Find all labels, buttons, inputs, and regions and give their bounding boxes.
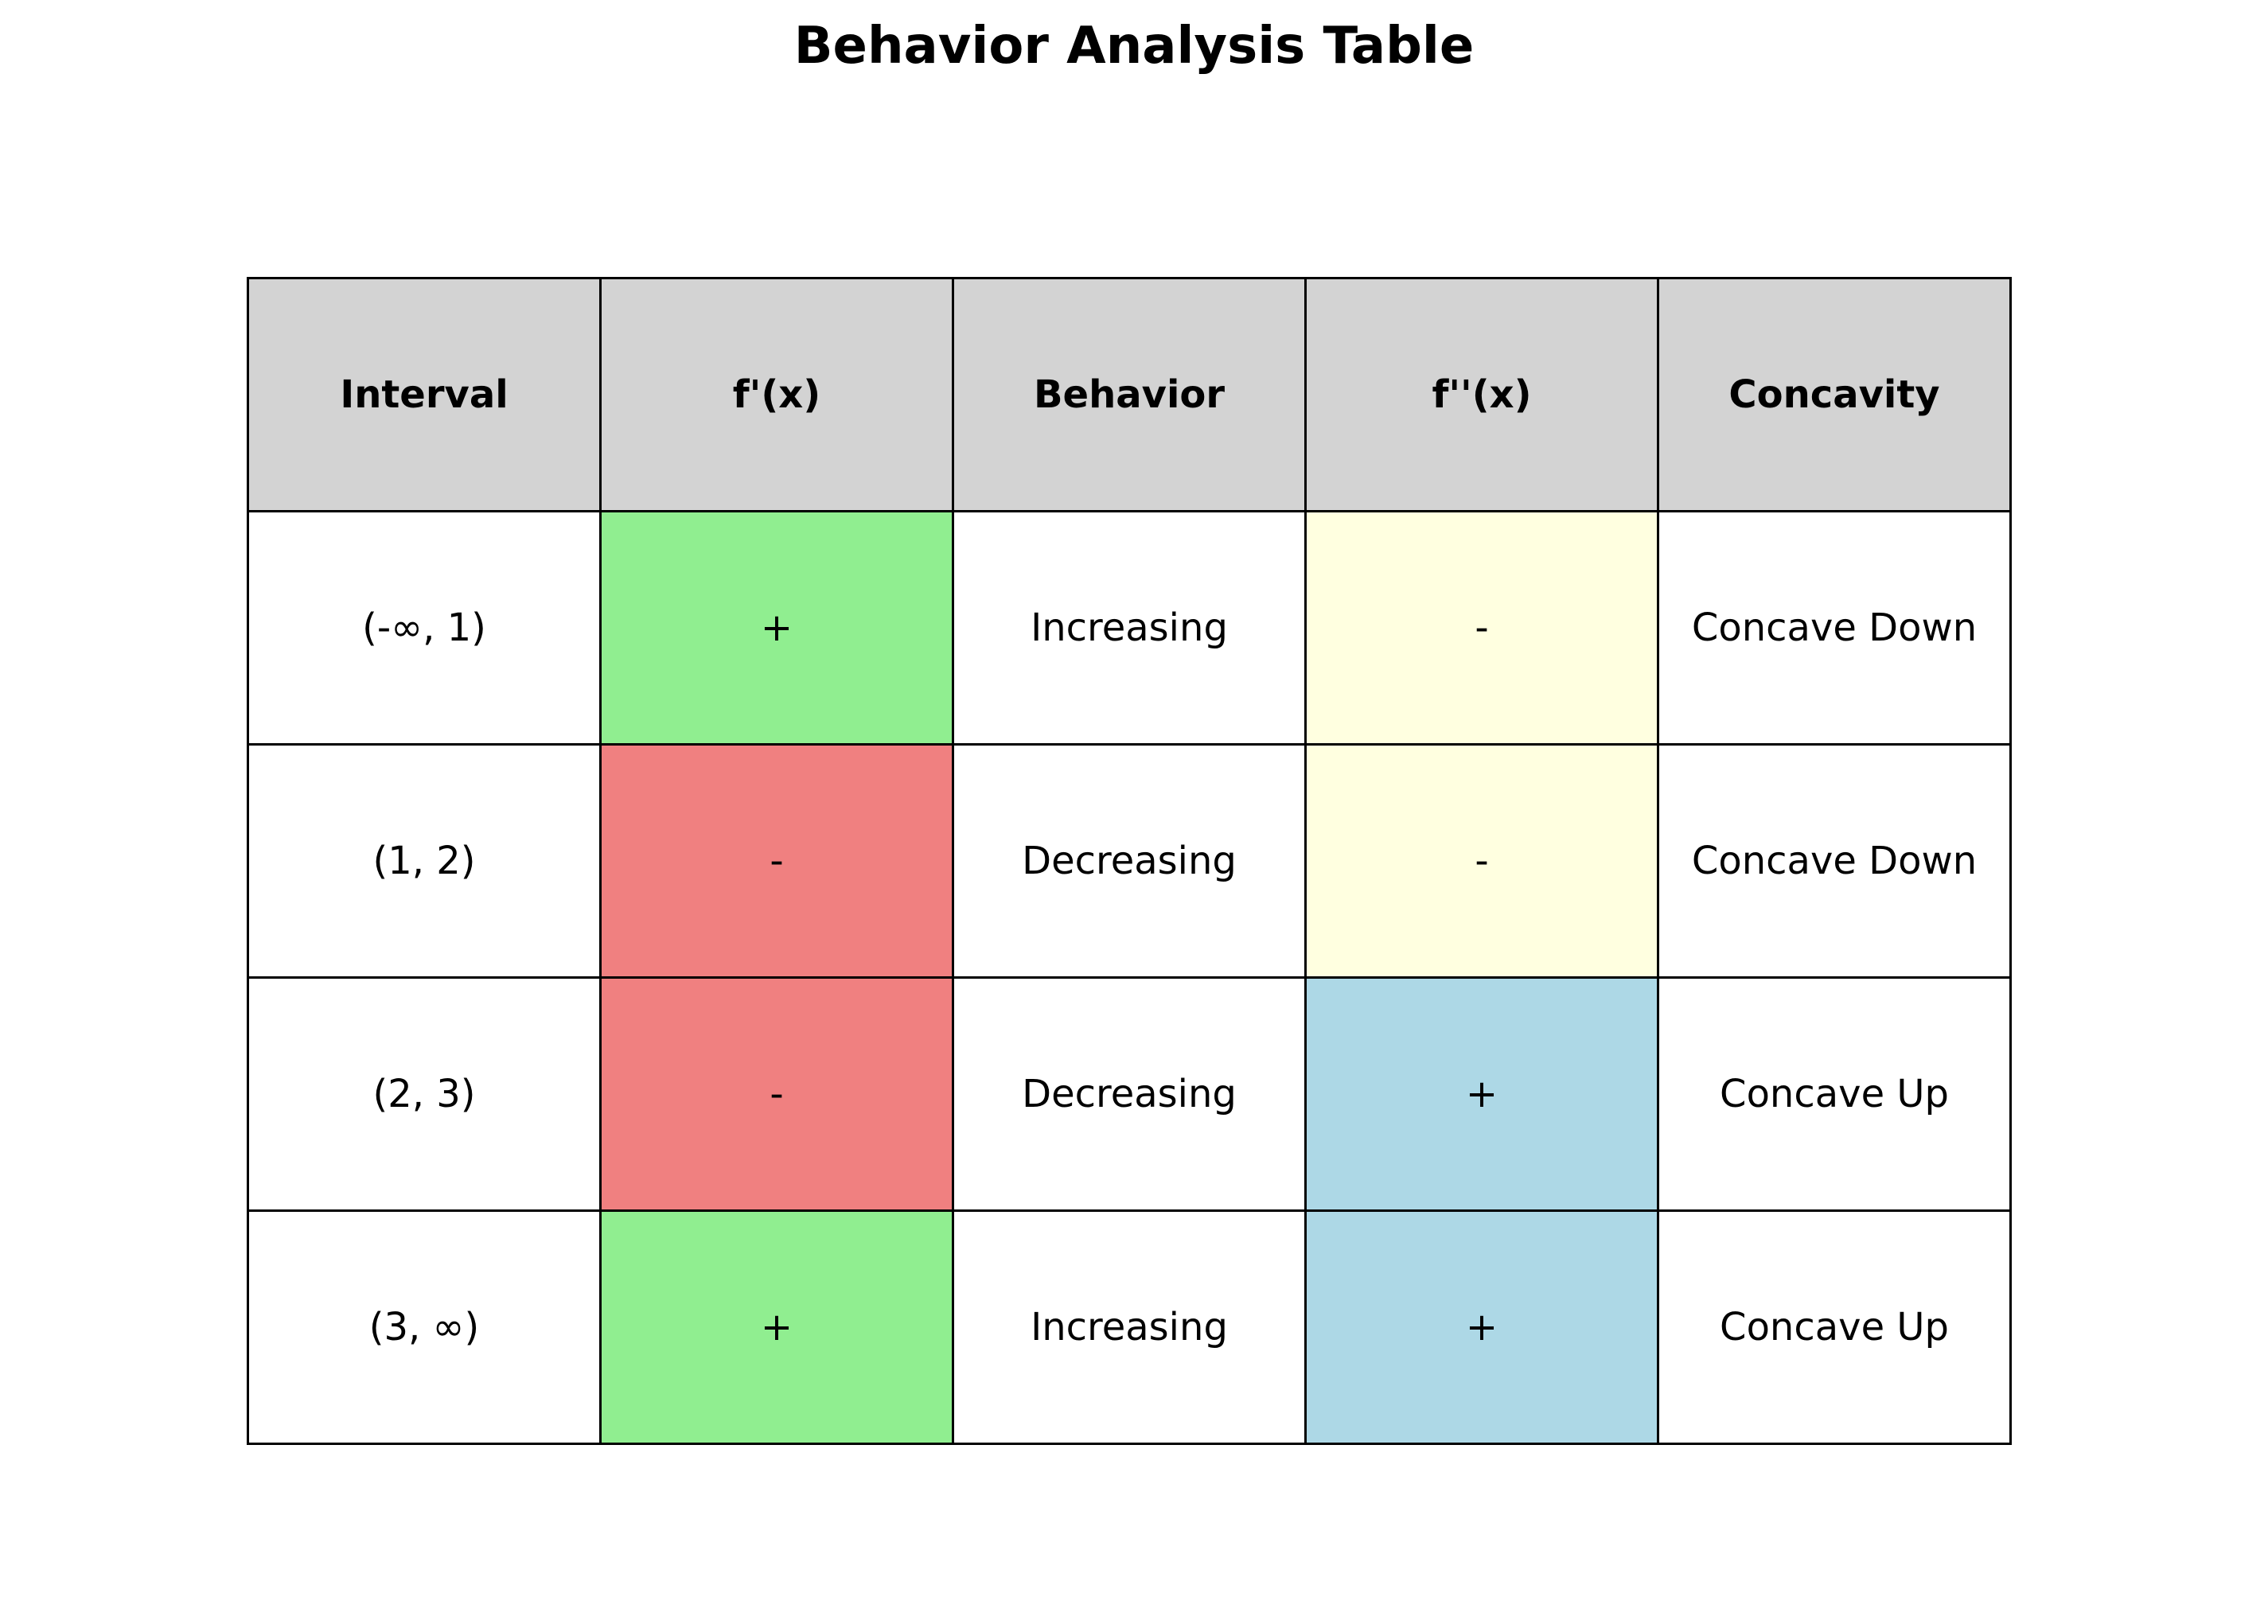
cell-behavior: Decreasing — [952, 743, 1307, 979]
chart-title: Behavior Analysis Table — [793, 17, 1475, 76]
cell-behavior: Increasing — [952, 510, 1307, 746]
cell-second-derivative-sign: + — [1304, 976, 1659, 1212]
cell-first-derivative-sign: + — [599, 510, 954, 746]
table-header-row: Interval f'(x) Behavior f''(x) Concavity — [247, 277, 2012, 512]
behavior-analysis-table: Interval f'(x) Behavior f''(x) Concavity… — [247, 277, 2012, 1445]
cell-interval: (1, 2) — [247, 743, 602, 979]
header-concavity: Concavity — [1657, 277, 2012, 512]
cell-second-derivative-sign: - — [1304, 510, 1659, 746]
cell-second-derivative-sign: - — [1304, 743, 1659, 979]
cell-concavity: Concave Down — [1657, 510, 2012, 746]
table-row: (2, 3) - Decreasing + Concave Up — [247, 976, 2012, 1212]
cell-concavity: Concave Down — [1657, 743, 2012, 979]
table-row: (1, 2) - Decreasing - Concave Down — [247, 743, 2012, 979]
cell-interval: (3, ∞) — [247, 1209, 602, 1445]
cell-interval: (2, 3) — [247, 976, 602, 1212]
cell-first-derivative-sign: - — [599, 976, 954, 1212]
cell-interval: (-∞, 1) — [247, 510, 602, 746]
table-row: (3, ∞) + Increasing + Concave Up — [247, 1209, 2012, 1445]
header-second-derivative: f''(x) — [1304, 277, 1659, 512]
header-behavior: Behavior — [952, 277, 1307, 512]
header-first-derivative: f'(x) — [599, 277, 954, 512]
cell-second-derivative-sign: + — [1304, 1209, 1659, 1445]
header-interval: Interval — [247, 277, 602, 512]
cell-behavior: Decreasing — [952, 976, 1307, 1212]
cell-behavior: Increasing — [952, 1209, 1307, 1445]
cell-first-derivative-sign: + — [599, 1209, 954, 1445]
cell-concavity: Concave Up — [1657, 976, 2012, 1212]
cell-first-derivative-sign: - — [599, 743, 954, 979]
table-row: (-∞, 1) + Increasing - Concave Down — [247, 510, 2012, 746]
cell-concavity: Concave Up — [1657, 1209, 2012, 1445]
